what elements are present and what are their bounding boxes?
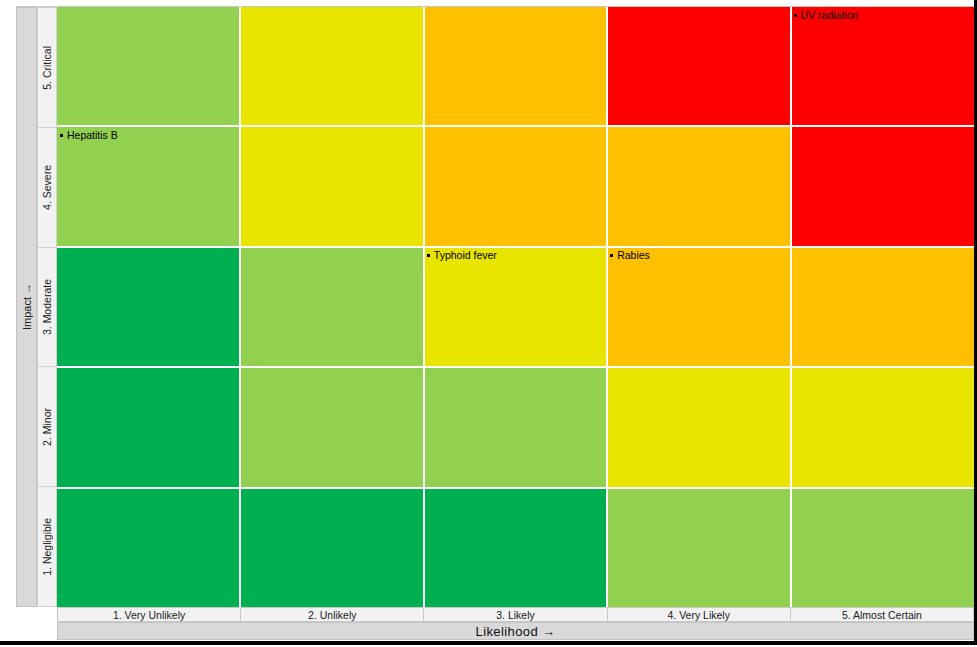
- x-axis-label-cell: 4. Very Likely: [607, 607, 791, 622]
- matrix-grid: [57, 7, 974, 607]
- matrix-cell-impact2-likelihood5: [792, 368, 974, 486]
- matrix-cell-impact3-likelihood4: [608, 248, 790, 366]
- y-axis-label: 1. Negligible: [41, 518, 53, 576]
- matrix-cell-impact3-likelihood3: [425, 248, 607, 366]
- matrix-cell-impact2-likelihood4: [608, 368, 790, 486]
- x-axis-labels: 1. Very Unlikely 2. Unlikely 3. Likely 4. V…: [57, 607, 974, 622]
- x-axis-label: 1. Very Unlikely: [113, 609, 185, 621]
- matrix-cell-impact1-likelihood1: [57, 489, 239, 607]
- matrix-cell-impact5-likelihood2: [241, 7, 423, 125]
- matrix-cell-impact3-likelihood2: [241, 248, 423, 366]
- matrix-cell-impact3-likelihood5: [792, 248, 974, 366]
- matrix-cell-impact2-likelihood1: [57, 368, 239, 486]
- x-axis-label: 5. Almost Certain: [842, 609, 922, 621]
- matrix-cell-impact3-likelihood1: [57, 248, 239, 366]
- x-axis-label: 4. Very Likely: [667, 609, 729, 621]
- x-axis-label-cell: 1. Very Unlikely: [57, 607, 241, 622]
- y-axis-label-cell: 2. Minor: [37, 366, 57, 487]
- x-axis-label: 2. Unlikely: [308, 609, 356, 621]
- matrix-cell-impact1-likelihood5: [792, 489, 974, 607]
- y-axis-label: 2. Minor: [41, 408, 53, 446]
- matrix-cell-impact1-likelihood2: [241, 489, 423, 607]
- y-axis-label-cell: 1. Negligible: [37, 486, 57, 607]
- risk-matrix-chart: Impact → 5. Critical 4. Severe 3. Moderate…: [0, 0, 977, 647]
- matrix-cell-impact4-likelihood1: [57, 127, 239, 245]
- matrix-cell-impact2-likelihood2: [241, 368, 423, 486]
- matrix-cell-impact5-likelihood4: [608, 7, 790, 125]
- matrix-cell-impact5-likelihood5: [792, 7, 974, 125]
- matrix-cell-impact5-likelihood1: [57, 7, 239, 125]
- matrix-cell-impact4-likelihood4: [608, 127, 790, 245]
- y-axis-title: Impact →: [21, 283, 33, 330]
- x-axis-label-cell: 5. Almost Certain: [790, 607, 974, 622]
- matrix-cell-impact5-likelihood3: [425, 7, 607, 125]
- y-axis-label-cell: 5. Critical: [37, 7, 57, 128]
- y-axis-title-band: Impact →: [16, 7, 37, 607]
- x-axis-label-cell: 3. Likely: [423, 607, 607, 622]
- matrix-cell-impact4-likelihood3: [425, 127, 607, 245]
- y-axis-label: 3. Moderate: [41, 279, 53, 335]
- matrix-cell-impact4-likelihood2: [241, 127, 423, 245]
- x-axis-title: Likelihood →: [476, 624, 556, 639]
- y-axis-labels: 5. Critical 4. Severe 3. Moderate 2. Minor 1…: [37, 7, 57, 607]
- matrix-cell-impact1-likelihood3: [425, 489, 607, 607]
- y-axis-label: 4. Severe: [41, 165, 53, 210]
- x-axis-title-band: Likelihood →: [57, 622, 974, 640]
- x-axis-label-cell: 2. Unlikely: [240, 607, 424, 622]
- x-axis-label: 3. Likely: [496, 609, 535, 621]
- matrix-cell-impact2-likelihood3: [425, 368, 607, 486]
- y-axis-label-cell: 3. Moderate: [37, 247, 57, 368]
- matrix-cell-impact1-likelihood4: [608, 489, 790, 607]
- matrix-cell-impact4-likelihood5: [792, 127, 974, 245]
- y-axis-label-cell: 4. Severe: [37, 127, 57, 248]
- window-border-bottom: [0, 641, 977, 645]
- y-axis-label: 5. Critical: [41, 46, 53, 90]
